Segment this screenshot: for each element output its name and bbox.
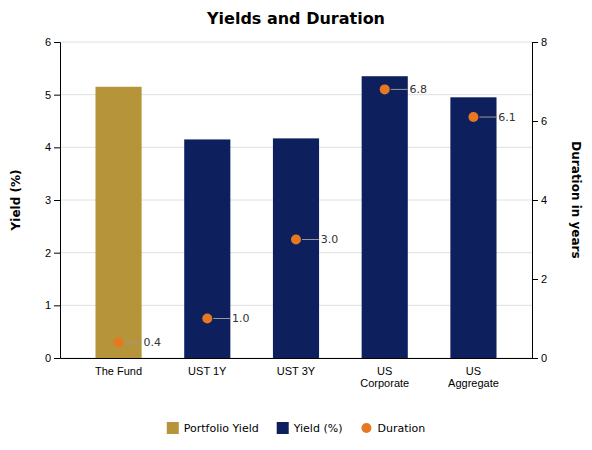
x-tick: UST 3Y [277, 365, 316, 377]
y2-tick-label: 6 [541, 115, 547, 127]
x-axis: The Fund UST 1Y UST 3Y USCorporate USAggrega… [61, 359, 533, 390]
y2-tick-mark [532, 200, 538, 201]
y-tick-mark [54, 253, 60, 254]
x-tick: USCorporate [360, 365, 409, 390]
x-tick-label: UST 1Y [188, 365, 227, 377]
legend-item: Portfolio Yield [167, 422, 259, 435]
y-tick-mark [54, 42, 60, 43]
x-tick: USAggregate [448, 365, 499, 390]
y2-tick-mark [532, 358, 538, 359]
y2-tick-label: 0 [541, 352, 547, 364]
legend-swatch [361, 423, 371, 433]
legend: Portfolio Yield Yield (%) Duration [167, 422, 425, 435]
y2-tick-mark [532, 121, 538, 122]
bar [273, 138, 319, 358]
y-tick-label: 4 [45, 141, 51, 153]
dot [468, 112, 478, 122]
y-tick-label: 6 [45, 36, 51, 48]
data-label: 1.0 [232, 312, 250, 325]
dot [291, 235, 301, 245]
x-tick-label: The Fund [95, 365, 142, 377]
y-tick: 0 [45, 352, 60, 364]
x-tick: UST 1Y [188, 365, 227, 377]
y2-tick-mark [532, 42, 538, 43]
legend-label: Portfolio Yield [184, 422, 259, 435]
y-tick: 6 [45, 36, 60, 48]
y-tick-mark [54, 95, 60, 96]
y-tick: 1 [45, 299, 60, 311]
legend-label: Duration [377, 422, 425, 435]
chart: 0.4 1.0 3.0 6.8 6.1 The Fund UST 1Y UST 3Y USCor… [0, 0, 592, 450]
y2-tick-label: 2 [541, 273, 547, 285]
data-label: 0.4 [143, 336, 161, 349]
label-connector [302, 239, 319, 240]
dot [380, 84, 390, 94]
y-tick-mark [54, 358, 60, 359]
label-connector [125, 342, 142, 343]
y-tick-label: 5 [45, 89, 51, 101]
plot: 0.4 1.0 3.0 6.8 6.1 The Fund UST 1Y UST 3Y USCor… [9, 36, 583, 389]
y2-tick-mark [532, 279, 538, 280]
legend-item: Duration [361, 422, 425, 435]
annotations: 0.4 1.0 3.0 6.8 6.1 [125, 83, 516, 349]
dot [114, 337, 124, 347]
y-tick: 4 [45, 141, 60, 153]
x-tick-label: USCorporate [360, 365, 409, 390]
grid [60, 42, 532, 358]
y2-tick-label: 8 [541, 36, 547, 48]
y2-tick-label: 4 [541, 194, 547, 206]
bar [95, 87, 141, 358]
y2-tick: 2 [532, 273, 547, 285]
y-tick: 3 [45, 194, 60, 206]
y2-tick: 0 [532, 352, 547, 364]
y-tick: 2 [45, 247, 60, 259]
y-tick: 5 [45, 89, 60, 101]
title: Yields and Duration [206, 9, 385, 28]
y2-axis: 0 2 4 6 8 [532, 36, 547, 364]
data-label: 3.0 [321, 233, 339, 246]
y-tick-label: 3 [45, 194, 51, 206]
y2-tick: 6 [532, 115, 547, 127]
y-tick-label: 1 [45, 299, 51, 311]
label-connector [391, 89, 408, 90]
label-connector [213, 318, 230, 319]
y2-tick: 8 [532, 36, 547, 48]
y-tick-mark [54, 147, 60, 148]
data-label: 6.1 [498, 111, 516, 124]
dot [202, 314, 212, 324]
y-tick-mark [54, 200, 60, 201]
y2-tick: 4 [532, 194, 547, 206]
x-tick-label: UST 3Y [277, 365, 316, 377]
marks [95, 76, 496, 358]
bar [362, 76, 408, 358]
x-axis-line [61, 358, 533, 359]
bar [450, 97, 496, 358]
grid-line [60, 42, 532, 43]
bar [184, 139, 230, 358]
y-axis: 0 1 2 3 4 5 6 [45, 36, 61, 364]
y-tick-label: 0 [45, 352, 51, 364]
y2-axis-line [533, 43, 539, 359]
legend-swatch [167, 422, 179, 434]
legend-item: Yield (%) [277, 422, 343, 435]
y-axis-line [54, 43, 61, 359]
y-tick-mark [54, 305, 60, 306]
label-connector [479, 117, 496, 118]
data-label: 6.8 [410, 83, 428, 96]
y-axis-title: Yield (%) [9, 170, 23, 232]
x-tick-label: USAggregate [448, 365, 499, 390]
y-tick-label: 2 [45, 247, 51, 259]
legend-label: Yield (%) [293, 422, 343, 435]
x-tick: The Fund [95, 365, 142, 377]
y2-axis-title: Duration in years [569, 141, 583, 258]
legend-swatch [277, 422, 289, 434]
